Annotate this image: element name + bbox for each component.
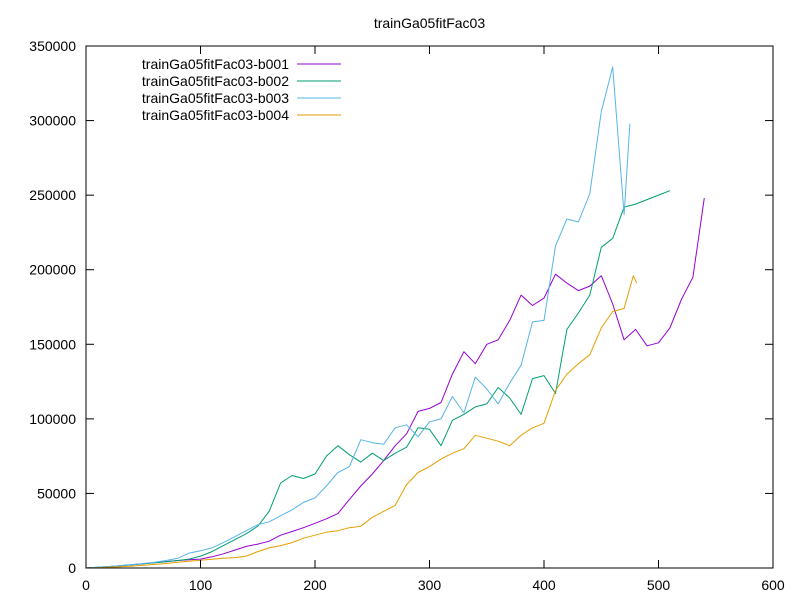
- legend-label: trainGa05fitFac03-b004: [142, 107, 289, 123]
- y-tick-label: 50000: [37, 485, 76, 501]
- plot-frame: [85, 45, 774, 569]
- x-tick-label: 500: [647, 577, 671, 593]
- series-line-2: [85, 190, 671, 569]
- chart-title: trainGa05fitFac03: [374, 15, 485, 31]
- legend: trainGa05fitFac03-b001trainGa05fitFac03-…: [142, 56, 341, 123]
- legend-label: trainGa05fitFac03-b002: [142, 73, 289, 89]
- series-line-3: [85, 66, 631, 569]
- axes-layer: 0 100 200 300 400 500 600 0 50000 100000 150000 200…: [29, 38, 785, 593]
- y-tick-label: 200000: [29, 262, 76, 278]
- x-tick-label: 300: [418, 577, 442, 593]
- series-line-1: [85, 198, 705, 569]
- y-tick-label: 100000: [29, 411, 76, 427]
- x-tick-label: 100: [189, 577, 213, 593]
- x-tick-label: 0: [82, 577, 90, 593]
- y-tick-label: 150000: [29, 336, 76, 352]
- y-tick-label: 250000: [29, 187, 76, 203]
- legend-label: trainGa05fitFac03-b003: [142, 90, 289, 106]
- series-line-4: [85, 275, 638, 569]
- legend-label: trainGa05fitFac03-b001: [142, 56, 289, 72]
- y-tick-label: 0: [68, 560, 76, 576]
- y-tick-label: 350000: [29, 38, 76, 54]
- y-tick-label: 300000: [29, 113, 76, 129]
- series-layer: [85, 66, 705, 569]
- x-tick-label: 600: [761, 577, 785, 593]
- x-tick-label: 200: [303, 577, 327, 593]
- x-tick-label: 400: [532, 577, 556, 593]
